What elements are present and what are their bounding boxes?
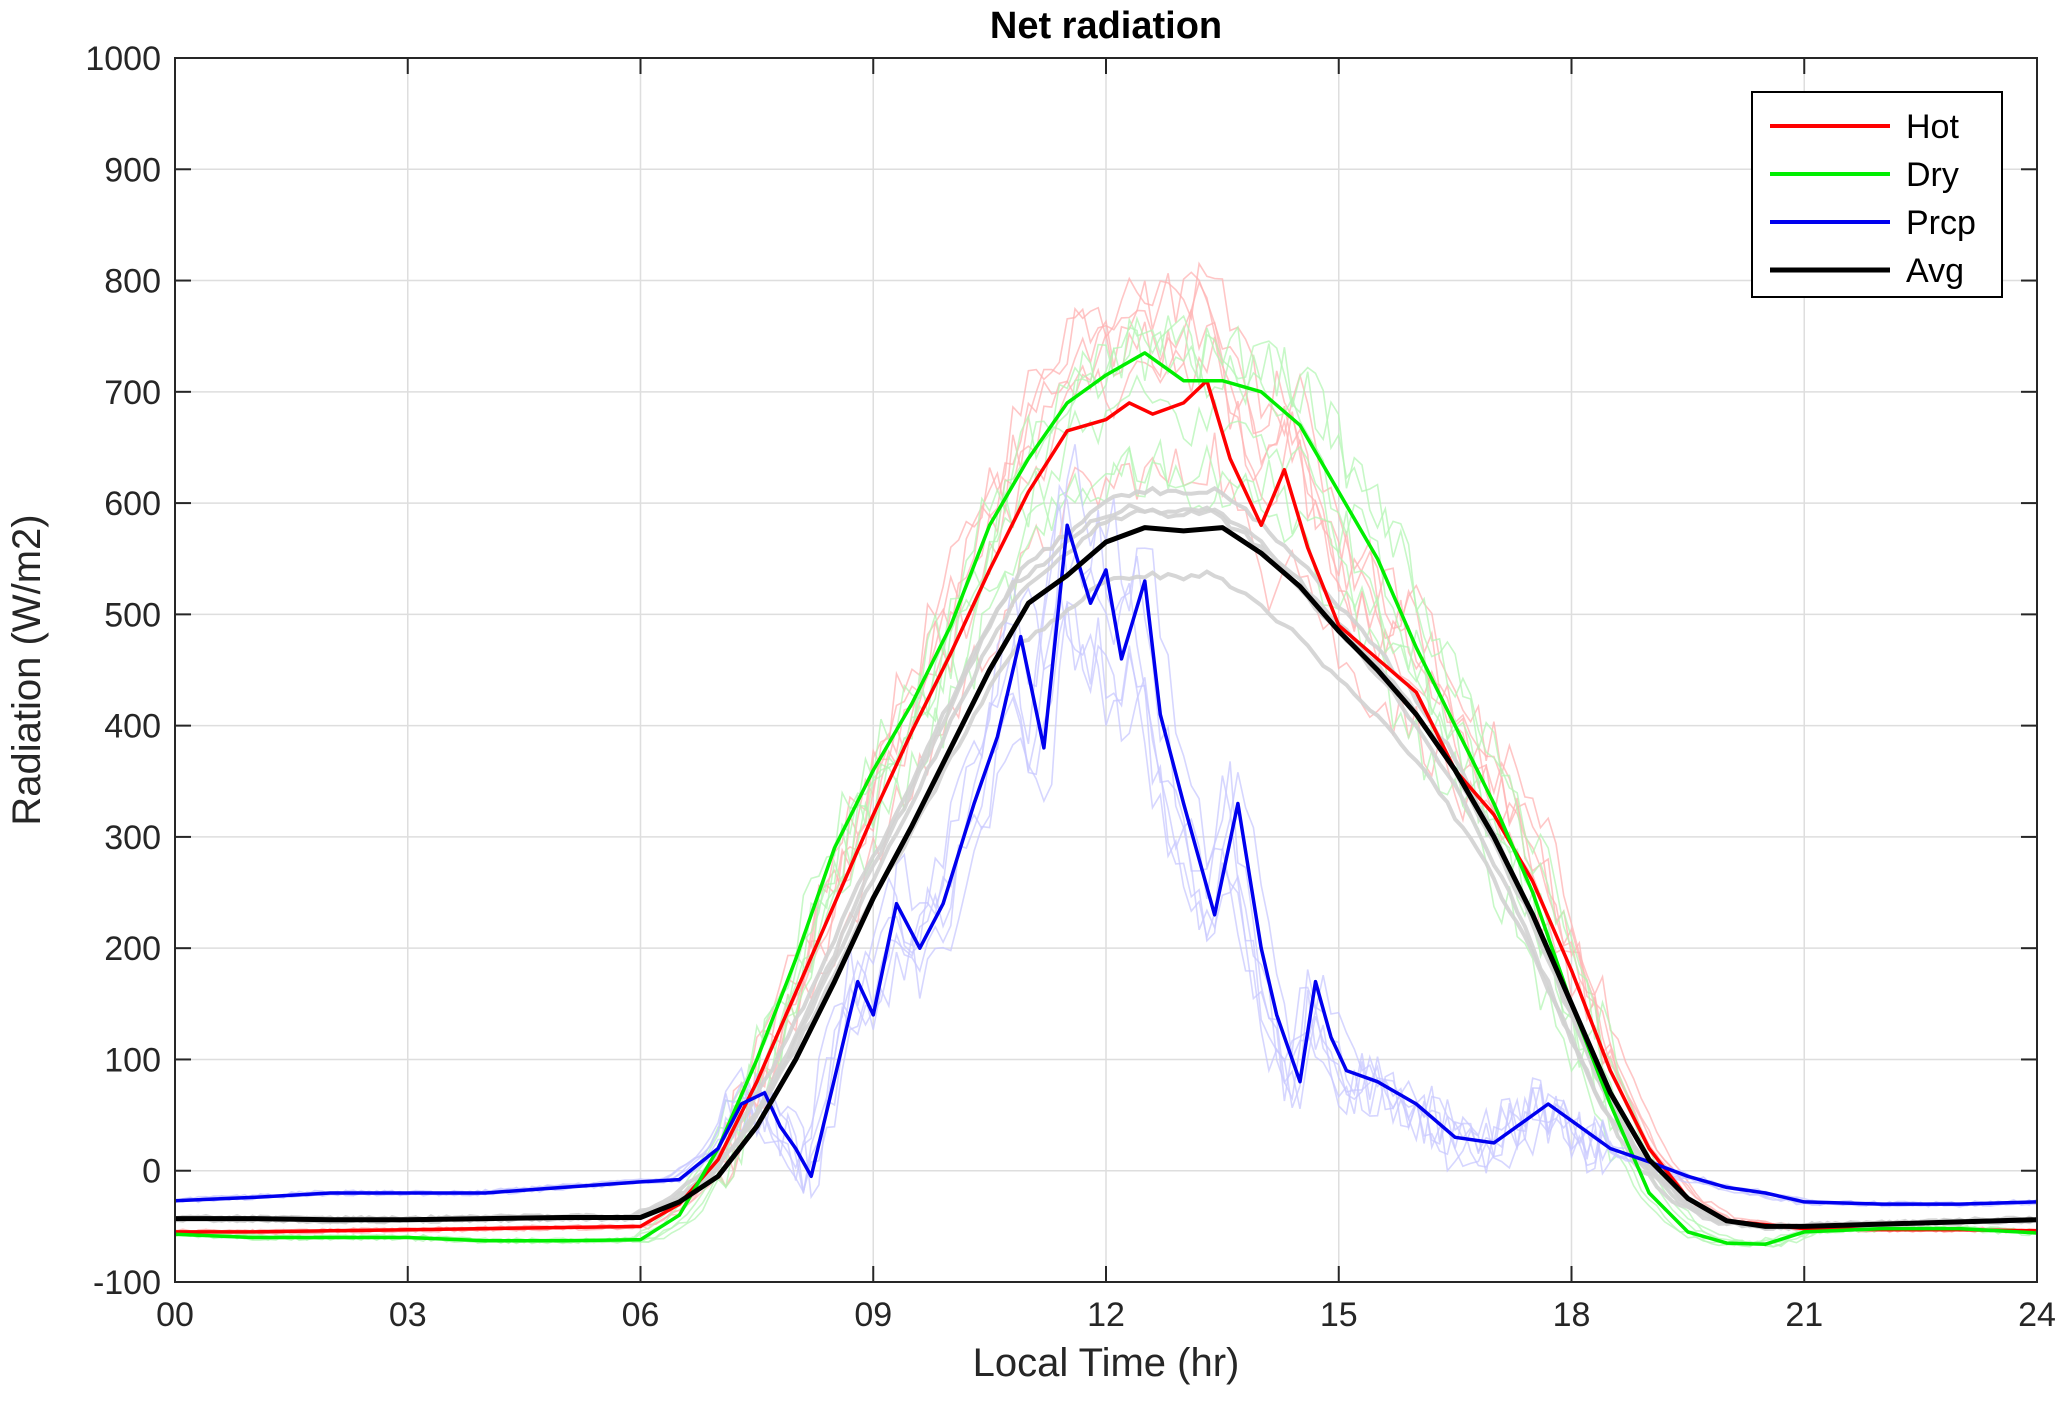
y-tick-label: 500 xyxy=(104,596,161,634)
series-line-prcp xyxy=(174,523,2038,1206)
y-axis-label: Radiation (W/m2) xyxy=(5,514,49,825)
background-trace-prcp xyxy=(174,586,2038,1208)
x-tick-label: 15 xyxy=(1320,1296,1358,1334)
x-tick-label: 06 xyxy=(622,1296,660,1334)
x-tick-label: 09 xyxy=(854,1296,892,1334)
series-line-dry xyxy=(174,351,2038,1246)
x-tick-label: 18 xyxy=(1553,1296,1591,1334)
legend: Hot Dry Prcp Avg xyxy=(1751,91,2003,298)
x-axis-label: Local Time (hr) xyxy=(973,1341,1240,1385)
legend-label-prcp: Prcp xyxy=(1906,204,1976,242)
y-tick-label: 300 xyxy=(104,819,161,857)
x-tick-label: 00 xyxy=(156,1296,194,1334)
series-line-hot xyxy=(175,378,2038,1234)
y-tick-label: 800 xyxy=(104,263,161,301)
y-tick-label: 100 xyxy=(104,1041,161,1079)
y-tick-label: 400 xyxy=(104,708,161,746)
legend-box xyxy=(1751,91,2003,298)
chart-title: Net radiation xyxy=(990,5,1222,47)
y-tick-label: 900 xyxy=(104,151,161,189)
background-trace-dry xyxy=(174,315,2038,1248)
y-tick-label: -100 xyxy=(93,1264,161,1302)
x-tick-label: 24 xyxy=(2018,1296,2056,1334)
x-tick-label: 12 xyxy=(1087,1296,1125,1334)
legend-label-avg: Avg xyxy=(1906,252,1964,290)
x-tick-label: 21 xyxy=(1785,1296,1823,1334)
y-tick-label: 600 xyxy=(104,485,161,523)
series-line-avg xyxy=(175,525,2038,1229)
legend-label-dry: Dry xyxy=(1906,156,1959,194)
y-tick-label: 200 xyxy=(104,930,161,968)
y-tick-label: 1000 xyxy=(85,40,161,78)
y-tick-label: 0 xyxy=(142,1153,161,1191)
legend-label-hot: Hot xyxy=(1906,108,1959,146)
y-tick-label: 700 xyxy=(104,374,161,412)
series-lines xyxy=(174,351,2038,1246)
x-tick-label: 03 xyxy=(389,1296,427,1334)
axis-ticks: 00 03 06 09 12 15 18 21 24 -100 0 100 200 300 400 500 60… xyxy=(85,40,2056,1334)
